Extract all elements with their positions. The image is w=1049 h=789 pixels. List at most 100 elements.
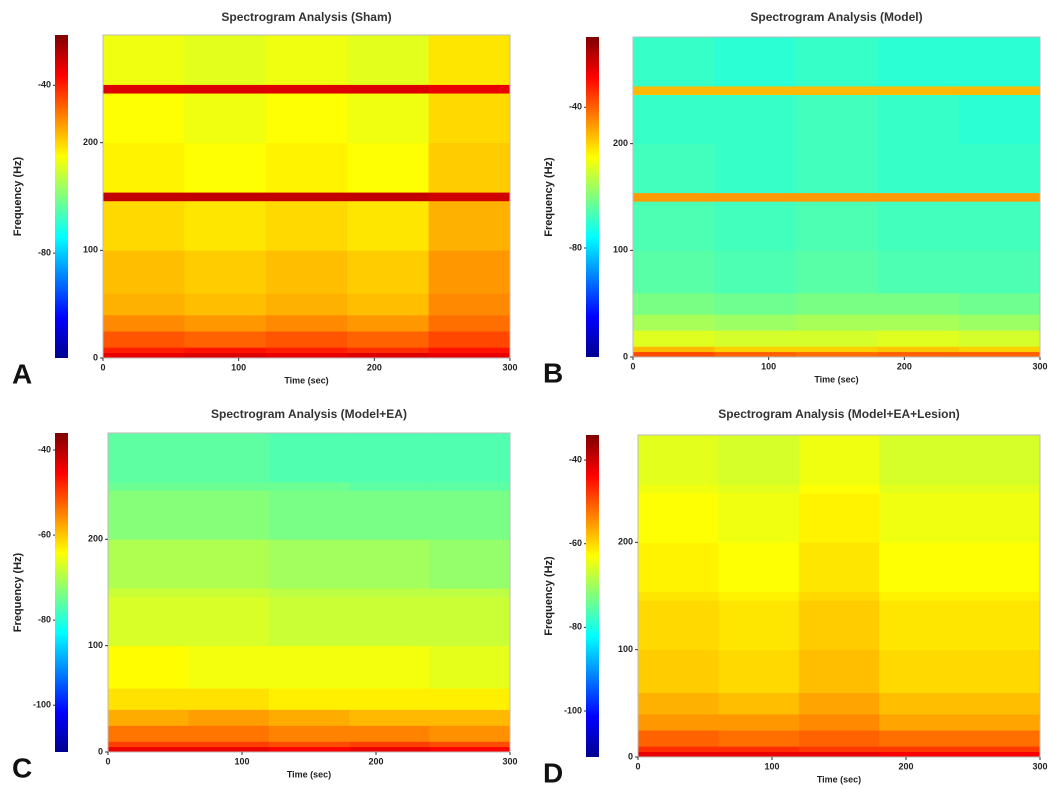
- heat-cell: [268, 433, 350, 483]
- heat-cell: [184, 35, 267, 85]
- heat-cell: [429, 645, 511, 689]
- heat-cell: [714, 94, 797, 145]
- heat-cell: [798, 591, 880, 601]
- y-axis-label: Frequency (Hz): [12, 552, 24, 632]
- heat-cell: [349, 588, 430, 598]
- x-tick-label: 100: [764, 761, 779, 771]
- heat-cell: [958, 293, 1041, 315]
- heat-cell: [428, 142, 511, 193]
- heat-cell: [877, 250, 959, 294]
- heat-cell: [108, 596, 189, 647]
- heat-cell: [268, 596, 350, 647]
- heat-cell: [877, 94, 959, 145]
- chart-title: Spectrogram Analysis (Model+EA): [211, 407, 407, 421]
- heat-cell: [268, 588, 350, 598]
- heat-cell: [103, 84, 185, 94]
- colorbar-tick-label: -100: [33, 700, 51, 710]
- heat-cell: [268, 709, 350, 726]
- heat-cell: [879, 692, 960, 715]
- heat-cell: [958, 346, 1041, 353]
- heat-cell: [188, 746, 270, 753]
- heat-cell: [265, 142, 348, 193]
- heat-cell: [638, 730, 719, 747]
- heat-cell: [108, 741, 189, 748]
- heat-cell: [798, 746, 880, 753]
- heat-cell: [103, 35, 185, 85]
- heat-cell: [879, 751, 960, 758]
- heat-cell: [633, 314, 715, 331]
- y-tick-label: 0: [623, 351, 628, 361]
- plot-frame: [637, 434, 1041, 758]
- heat-cell: [349, 539, 430, 589]
- heat-cell: [265, 200, 348, 251]
- y-axis-label: Frequency (Hz): [543, 556, 555, 636]
- heat-cell: [184, 331, 267, 348]
- heat-cell: [103, 293, 185, 316]
- x-tick-label: 100: [234, 756, 249, 766]
- heat-cell: [959, 746, 1041, 753]
- heat-cell: [103, 314, 185, 332]
- heat-cell: [347, 352, 429, 359]
- heat-cell: [265, 314, 348, 332]
- heat-cell: [958, 314, 1041, 331]
- heat-cell: [428, 352, 511, 359]
- heat-cell: [633, 86, 715, 95]
- heat-cell: [184, 347, 267, 354]
- heat-cell: [188, 741, 270, 748]
- y-tick-label: 100: [618, 644, 633, 654]
- panel-label: B: [543, 357, 563, 388]
- x-axis-label: Time (sec): [287, 769, 331, 779]
- heat-cell: [877, 192, 959, 202]
- heat-cell: [795, 86, 878, 95]
- heat-cell: [795, 201, 878, 251]
- heat-cell: [877, 346, 959, 353]
- heat-cell: [188, 645, 270, 689]
- heat-cell: [638, 600, 719, 651]
- y-axis-label: Frequency (Hz): [543, 157, 555, 237]
- heat-cell: [718, 649, 800, 693]
- heat-cell: [428, 192, 511, 202]
- heat-cell: [108, 433, 189, 483]
- heat-cell: [638, 746, 719, 753]
- heat-cell: [798, 600, 880, 651]
- heat-cell: [188, 709, 270, 726]
- heat-cell: [265, 352, 348, 359]
- y-tick-label: 100: [83, 245, 98, 255]
- y-tick-label: 200: [618, 537, 633, 547]
- heat-cell: [959, 649, 1041, 693]
- heat-cell: [349, 746, 430, 753]
- heat-cell: [428, 84, 511, 94]
- heat-cell: [103, 142, 185, 193]
- heat-cell: [108, 688, 189, 710]
- x-tick-label: 100: [761, 361, 776, 371]
- heat-cell: [714, 351, 797, 358]
- heat-cell: [268, 645, 350, 689]
- heat-cell: [428, 200, 511, 251]
- heat-cell: [958, 37, 1041, 87]
- heat-cell: [958, 250, 1041, 294]
- chart-title: Spectrogram Analysis (Model+EA+Lesion): [718, 407, 960, 421]
- heat-cell: [877, 86, 959, 95]
- heat-cell: [633, 143, 715, 194]
- heat-cell: [877, 293, 959, 315]
- heat-cell: [188, 490, 270, 540]
- heat-cell: [714, 201, 797, 251]
- heat-cell: [347, 331, 429, 348]
- heat-cell: [429, 539, 511, 589]
- heat-cell: [349, 741, 430, 748]
- x-tick-label: 300: [502, 756, 517, 766]
- heat-cell: [638, 692, 719, 715]
- heat-cell: [103, 250, 185, 294]
- heat-cell: [795, 37, 878, 87]
- heat-cell: [638, 484, 719, 494]
- heat-cell: [879, 600, 960, 651]
- heat-cell: [714, 192, 797, 202]
- heat-cell: [633, 250, 715, 294]
- x-axis-label: Time (sec): [284, 375, 328, 385]
- heat-cell: [108, 481, 189, 491]
- heat-cell: [265, 293, 348, 316]
- heat-cell: [184, 200, 267, 251]
- heat-cell: [798, 542, 880, 593]
- heat-cell: [959, 600, 1041, 651]
- heat-cell: [184, 93, 267, 144]
